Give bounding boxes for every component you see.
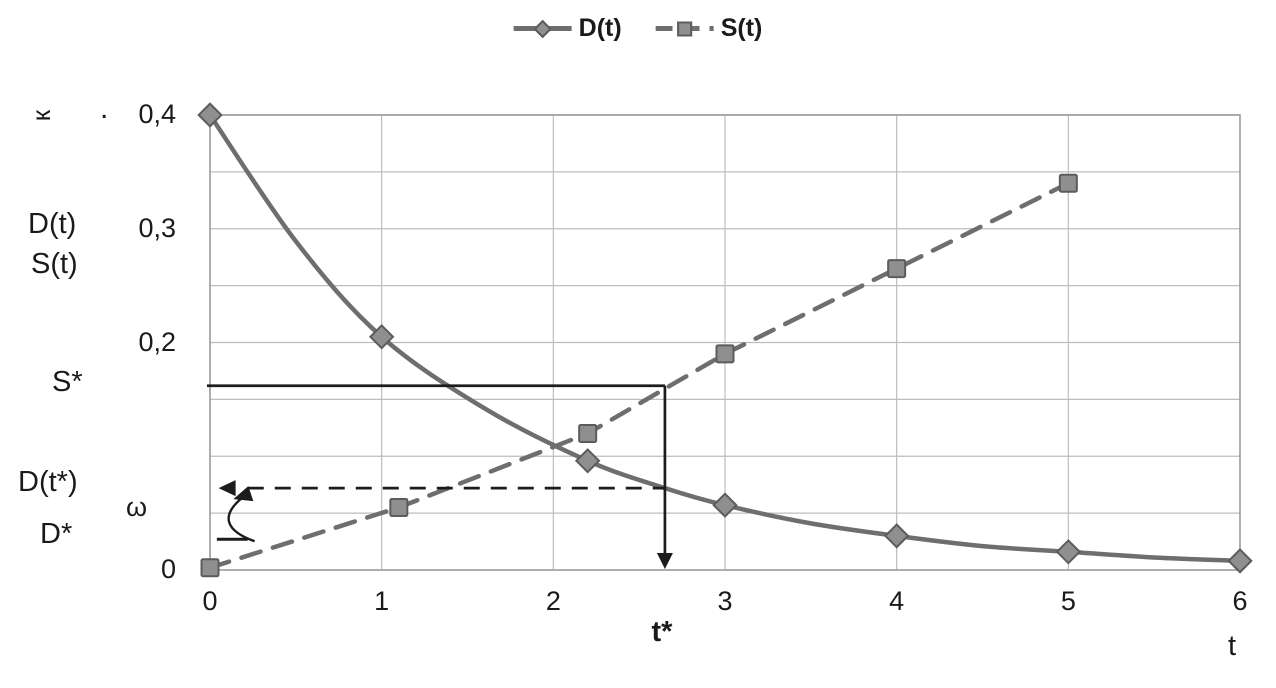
y-tick-label: 0,2 [138,326,176,357]
legend-label-st: S(t) [720,14,763,42]
x-tick-label: 3 [717,586,733,616]
y-tick-label: 0 [160,554,176,584]
x-tick-label: 4 [889,586,905,616]
d-t-star-label: D(t*) [18,466,78,498]
x-tick-label: 5 [1060,586,1076,616]
y-axis-label-st: S(t) [31,248,78,280]
t-star-label: t* [651,616,673,648]
y-tick-label: 0,4 [138,99,176,129]
y-axis-dot: . [100,92,109,125]
omega-label: ω [126,492,148,522]
x-tick-label: 1 [374,586,390,616]
diamond-marker-icon [533,19,552,38]
square-marker-icon [677,21,693,36]
x-tick-label: 2 [545,586,561,616]
legend-label-dt: D(t) [578,14,622,42]
x-axis-title: t [1228,630,1237,662]
st-line-sample [655,21,714,36]
x-tick-label: 6 [1232,586,1248,616]
s-star-label: S* [52,366,83,398]
legend-item-dt: D(t) [513,14,622,43]
y-axis-title-kappa: к [26,109,57,122]
x-tick-label: 0 [202,586,218,616]
dt-line-sample [513,19,572,38]
y-tick-label: 0,3 [138,212,176,243]
chart-legend: D(t) S(t) [513,14,763,43]
d-star-label: D* [40,518,73,550]
y-axis-label-dt: D(t) [28,208,77,240]
legend-item-st: S(t) [655,14,763,43]
